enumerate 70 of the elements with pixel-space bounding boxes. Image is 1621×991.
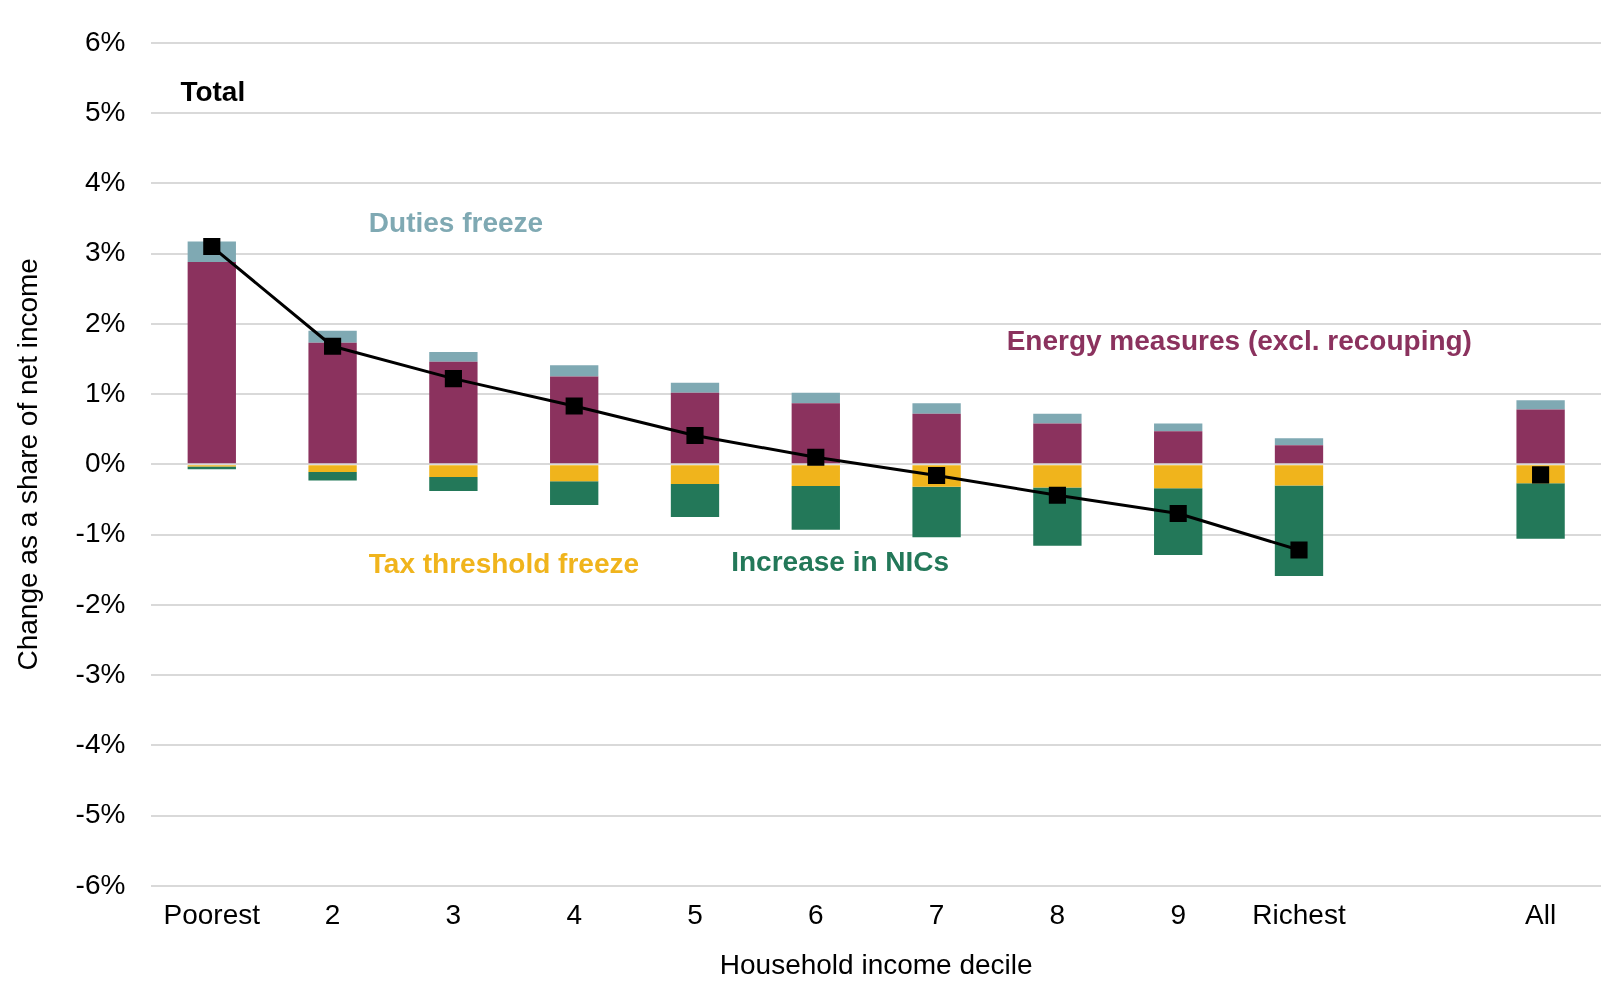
bar [550, 465, 599, 482]
y-tick-label: -3% [75, 657, 126, 689]
x-axis-title: Household income decile [719, 948, 1033, 980]
point [1048, 486, 1066, 504]
x-tick-label: Poorest [163, 899, 261, 931]
bar [670, 465, 720, 484]
bar [1154, 423, 1203, 432]
text: Energy measures (excl. recouping) [1006, 324, 1472, 356]
text: Tax threshold freeze [368, 548, 640, 580]
bar [1154, 431, 1203, 464]
bar [429, 465, 478, 477]
bar [912, 403, 961, 414]
y-tick-label: -5% [75, 798, 126, 830]
bar [1516, 483, 1565, 539]
bar [791, 465, 840, 487]
bar [308, 465, 357, 473]
bar [1033, 423, 1082, 464]
x-tick-label: 7 [928, 899, 945, 931]
point [324, 337, 342, 355]
text: Duties freeze [368, 206, 544, 238]
text: Total [180, 76, 246, 108]
bar [670, 483, 720, 517]
bar [670, 382, 720, 393]
bar [912, 486, 961, 538]
y-tick-label: 2% [84, 306, 126, 338]
bar [429, 476, 478, 491]
bar [1274, 485, 1324, 576]
x-tick-label: 2 [324, 899, 341, 931]
y-tick-label: -2% [75, 587, 126, 619]
bar [791, 486, 840, 530]
point [444, 370, 462, 388]
x-tick-label: 6 [808, 899, 824, 931]
bar [1516, 400, 1565, 410]
bar [912, 413, 961, 464]
y-tick-label: 6% [84, 25, 126, 57]
x-tick-label: Richest [1252, 899, 1346, 931]
point [565, 397, 583, 415]
x-tick-label: 3 [445, 899, 462, 931]
y-tick-label: 0% [84, 447, 126, 479]
bar [308, 472, 357, 481]
x-tick-label: 5 [687, 899, 703, 931]
bar [550, 365, 599, 377]
bar [1274, 445, 1324, 464]
bar [187, 261, 236, 464]
y-tick-label: 1% [84, 376, 126, 408]
y-tick-label: -4% [75, 728, 126, 760]
series-label: Increase in NICs [731, 546, 950, 578]
y-tick-label: 3% [84, 236, 126, 268]
x-tick-label: All [1525, 899, 1557, 931]
y-axis-title: Change as a share of net income [11, 258, 43, 671]
bar [1274, 465, 1324, 486]
bar [429, 351, 478, 362]
y-tick-label: -1% [75, 517, 126, 549]
y-tick-label: 4% [84, 166, 126, 198]
bar [1033, 465, 1082, 488]
point [1290, 541, 1308, 559]
bar [550, 481, 599, 506]
bar [308, 342, 357, 464]
x-tick-label: 4 [566, 899, 582, 931]
bar [1516, 409, 1565, 464]
x-tick-label: 9 [1170, 899, 1186, 931]
x-tick-label: 8 [1049, 899, 1066, 931]
bar [1274, 438, 1324, 446]
bar [1033, 413, 1082, 424]
bar [1154, 465, 1203, 489]
y-tick-label: -6% [75, 868, 126, 900]
bar [791, 392, 840, 404]
bar [429, 361, 478, 464]
point [807, 448, 825, 466]
y-tick-label: 5% [84, 95, 126, 127]
